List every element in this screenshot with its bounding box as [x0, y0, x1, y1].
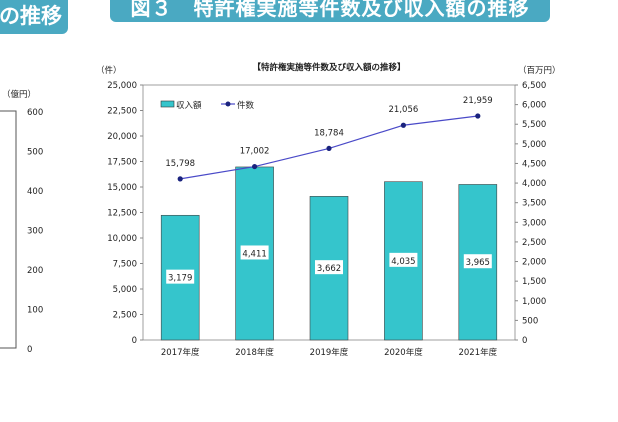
left-axis-unit: （件）	[96, 65, 122, 76]
bar-label-bg	[315, 260, 343, 275]
line-point	[326, 145, 332, 152]
left-chart-tick: 300	[27, 227, 43, 237]
line-data-label: 21,959	[463, 96, 493, 106]
legend-bar-swatch	[160, 100, 175, 108]
left-tick-label: 7,500	[113, 260, 137, 270]
right-tick-label: 2,500	[522, 238, 546, 248]
x-tick-label: 2020年度	[384, 347, 423, 358]
right-tick-label: 6,000	[522, 101, 546, 111]
x-tick-label: 2019年度	[310, 347, 349, 358]
left-tick-label: 17,500	[107, 158, 137, 168]
line-point	[475, 113, 481, 119]
x-tick-label: 2018年度	[235, 347, 274, 358]
left-chart-tick: 600	[27, 108, 43, 118]
right-axis-unit: （百万円）	[518, 65, 561, 76]
line-point	[400, 122, 406, 128]
bar-data-label: 3,662	[317, 264, 341, 274]
left-tick-label: 12,500	[107, 209, 137, 219]
right-tick-label: 4,000	[522, 179, 546, 189]
right-tick-label: 3,500	[522, 199, 546, 209]
left-chart-tick: 0	[27, 345, 32, 355]
main-banner: 図３ 特許権実施等件数及び収入額の推移	[110, 0, 550, 22]
legend-bar-label: 収入額	[176, 100, 202, 111]
bar-label-bg	[240, 245, 269, 260]
left-tick-label: 25,000	[107, 81, 137, 91]
left-tick-label: 2,500	[113, 311, 137, 321]
bar-data-label: 3,179	[168, 274, 192, 284]
bar-label-bg	[463, 254, 492, 269]
right-tick-label: 500	[522, 316, 538, 326]
legend-line-marker	[225, 101, 231, 107]
right-tick-label: 0	[522, 336, 527, 346]
line-point	[177, 176, 183, 182]
right-tick-label: 2,000	[522, 258, 546, 268]
right-tick-label: 1,500	[522, 277, 546, 287]
line-data-label: 18,784	[314, 128, 344, 138]
left-tick-label: 5,000	[113, 285, 137, 295]
line-data-label: 15,798	[165, 159, 195, 169]
left-chart-tick: 200	[27, 266, 43, 276]
line-data-label: 17,002	[240, 147, 270, 157]
right-tick-label: 5,500	[522, 120, 546, 130]
bar-data-label: 3,965	[466, 258, 490, 268]
line-data-label: 21,056	[389, 105, 419, 115]
right-tick-label: 3,000	[522, 218, 546, 228]
left-chart-tick: 100	[27, 306, 43, 316]
left-chart-unit: （億円）	[2, 89, 36, 100]
left-chart-tick: 400	[27, 187, 43, 197]
right-tick-label: 6,500	[522, 81, 546, 91]
bar-data-label: 4,035	[391, 257, 415, 267]
x-tick-label: 2017年度	[161, 347, 200, 358]
left-banner: の推移	[0, 0, 68, 34]
left-tick-label: 15,000	[107, 183, 137, 193]
right-tick-label: 1,000	[522, 297, 546, 307]
right-tick-label: 5,000	[522, 140, 546, 150]
left-tick-label: 10,000	[107, 234, 137, 244]
left-tick-label: 22,500	[107, 107, 137, 117]
bar-label-bg	[389, 252, 418, 267]
chart-title: 【特許権実施等件数及び収入額の推移】	[252, 62, 405, 73]
left-chart-tick: 500	[27, 148, 43, 158]
legend-line-label: 件数	[237, 100, 255, 111]
bar-label-bg	[166, 269, 195, 284]
line-point	[252, 163, 258, 170]
bar-data-label: 4,411	[242, 249, 266, 259]
left-tick-label: 0	[132, 336, 137, 346]
left-chart-frame	[0, 110, 17, 349]
x-tick-label: 2021年度	[458, 347, 497, 358]
left-tick-label: 20,000	[107, 132, 137, 142]
right-tick-label: 4,500	[522, 159, 546, 169]
